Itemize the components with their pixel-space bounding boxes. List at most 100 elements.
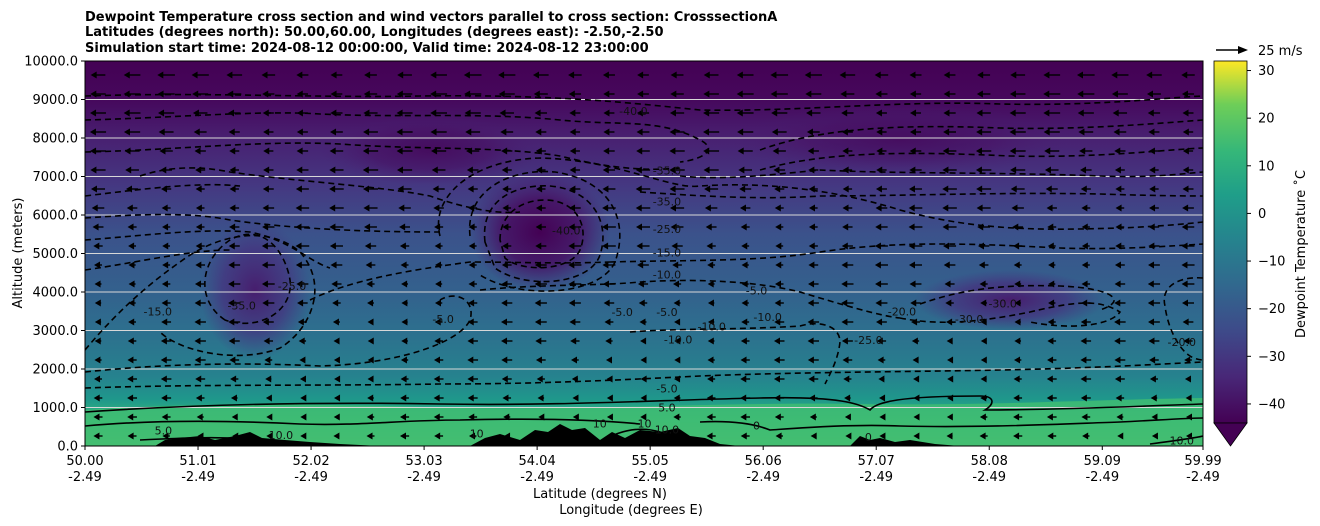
wind-vector-head <box>638 299 645 307</box>
wind-vector-head <box>808 375 815 383</box>
wind-vector-head <box>1079 147 1086 155</box>
wind-vector-head <box>195 394 202 402</box>
wind-vector-head <box>842 223 849 231</box>
wind-vector-head <box>161 185 168 193</box>
wind-vector-head <box>874 242 881 250</box>
wind-vector-head <box>127 394 134 402</box>
x-tick-label-lon: -2.49 <box>181 470 215 485</box>
wind-vector-head <box>841 337 848 345</box>
wind-vector-head <box>329 204 336 212</box>
wind-vector-head <box>228 318 235 326</box>
contour-label: 5.0 <box>658 402 676 415</box>
wind-vector-head <box>913 432 920 440</box>
wind-vector-head <box>606 356 612 364</box>
contour-line <box>85 93 1203 112</box>
wind-vector-head <box>330 109 337 117</box>
wind-vector-head <box>195 185 202 193</box>
wind-vector-head <box>774 204 781 212</box>
wind-vector-head <box>295 204 302 212</box>
wind-vector-head <box>635 223 642 231</box>
wind-vector-head <box>433 394 440 402</box>
wind-vector-head <box>943 261 950 269</box>
wind-vector-head <box>1148 147 1155 155</box>
x-tick-label-lon: -2.49 <box>1085 470 1119 485</box>
wind-vector-head <box>362 166 369 174</box>
wind-vector-head <box>1048 261 1055 269</box>
wind-vector-head <box>640 356 647 364</box>
wind-vector-head <box>773 375 780 383</box>
contour-line <box>85 234 316 357</box>
wind-vector-head <box>911 337 918 345</box>
wind-vector-head <box>770 90 777 98</box>
wind-vector-head <box>1114 337 1121 345</box>
wind-vector-head <box>875 204 882 212</box>
wind-vector-head <box>127 432 134 440</box>
contour-label: -15.0 <box>144 305 172 318</box>
wind-vector-head <box>1182 299 1189 307</box>
wind-vector-head <box>774 299 781 307</box>
wind-vector-head <box>979 432 986 440</box>
wind-vector-head <box>230 375 237 383</box>
wind-vector-head <box>602 71 609 79</box>
contour-label: -5.0 <box>656 306 677 319</box>
x-tick-label-lat: 54.04 <box>519 454 556 469</box>
wind-vector-head <box>91 204 98 212</box>
wind-vector-head <box>501 166 508 174</box>
wind-vector-head <box>772 147 779 155</box>
wind-vector-head <box>704 204 711 212</box>
wind-vector-head <box>771 109 778 117</box>
wind-vector-head <box>229 185 236 193</box>
wind-vector-head <box>943 109 950 117</box>
wind-vector-head <box>606 413 613 421</box>
wind-vector-head <box>90 166 97 174</box>
wind-vector-head <box>534 261 541 269</box>
wind-vector-head <box>228 280 235 288</box>
wind-vector-head <box>1080 185 1087 193</box>
wind-vector-head <box>332 299 339 307</box>
wind-vector-head <box>331 280 338 288</box>
wind-vector-head <box>943 128 950 136</box>
wind-vector-head <box>263 166 270 174</box>
wind-vector-head <box>401 280 408 288</box>
wind-vector-head <box>229 356 236 364</box>
wind-vector-head <box>262 109 269 117</box>
colorbar-tick-label: 30 <box>1258 64 1275 79</box>
wind-vector-head <box>979 280 986 288</box>
wind-vector-head <box>1146 71 1153 79</box>
wind-vector-head <box>875 90 882 98</box>
wind-vector-head <box>568 299 575 307</box>
wind-vector-head <box>158 109 165 117</box>
wind-vector-head <box>366 413 373 421</box>
wind-vector-head <box>1046 394 1053 402</box>
wind-vector-head <box>1011 204 1018 212</box>
wind-vector-head <box>976 128 983 136</box>
wind-vector-head <box>1081 280 1088 288</box>
wind-vector-head <box>1013 394 1020 402</box>
wind-vector-head <box>262 223 269 231</box>
wind-vector-head <box>980 318 987 326</box>
wind-vector-head <box>672 261 679 269</box>
wind-vector-head <box>1010 71 1017 79</box>
wind-vector-head <box>464 90 471 98</box>
wind-vector-head <box>1181 71 1188 79</box>
wind-vector-head <box>741 318 748 326</box>
wind-vector-head <box>707 299 714 307</box>
wind-vector-head <box>431 147 438 155</box>
wind-vector-head <box>673 413 680 421</box>
wind-vector-head <box>808 242 815 250</box>
wind-vector-head <box>1081 223 1088 231</box>
wind-vector-head <box>401 318 408 326</box>
contour-label: -5.0 <box>432 313 453 326</box>
contour-label: -10.0 <box>664 333 692 346</box>
wind-vector-head <box>396 166 403 174</box>
wind-vector-head <box>740 375 747 383</box>
wind-vector-head <box>1182 185 1189 193</box>
wind-vector-head <box>808 223 815 231</box>
wind-vector-head <box>296 166 303 174</box>
wind-vector-head <box>195 223 202 231</box>
wind-vector-head <box>536 375 543 383</box>
wind-vector-head <box>879 413 886 421</box>
wind-vector-head <box>94 280 101 288</box>
wind-vector-head <box>703 109 710 117</box>
